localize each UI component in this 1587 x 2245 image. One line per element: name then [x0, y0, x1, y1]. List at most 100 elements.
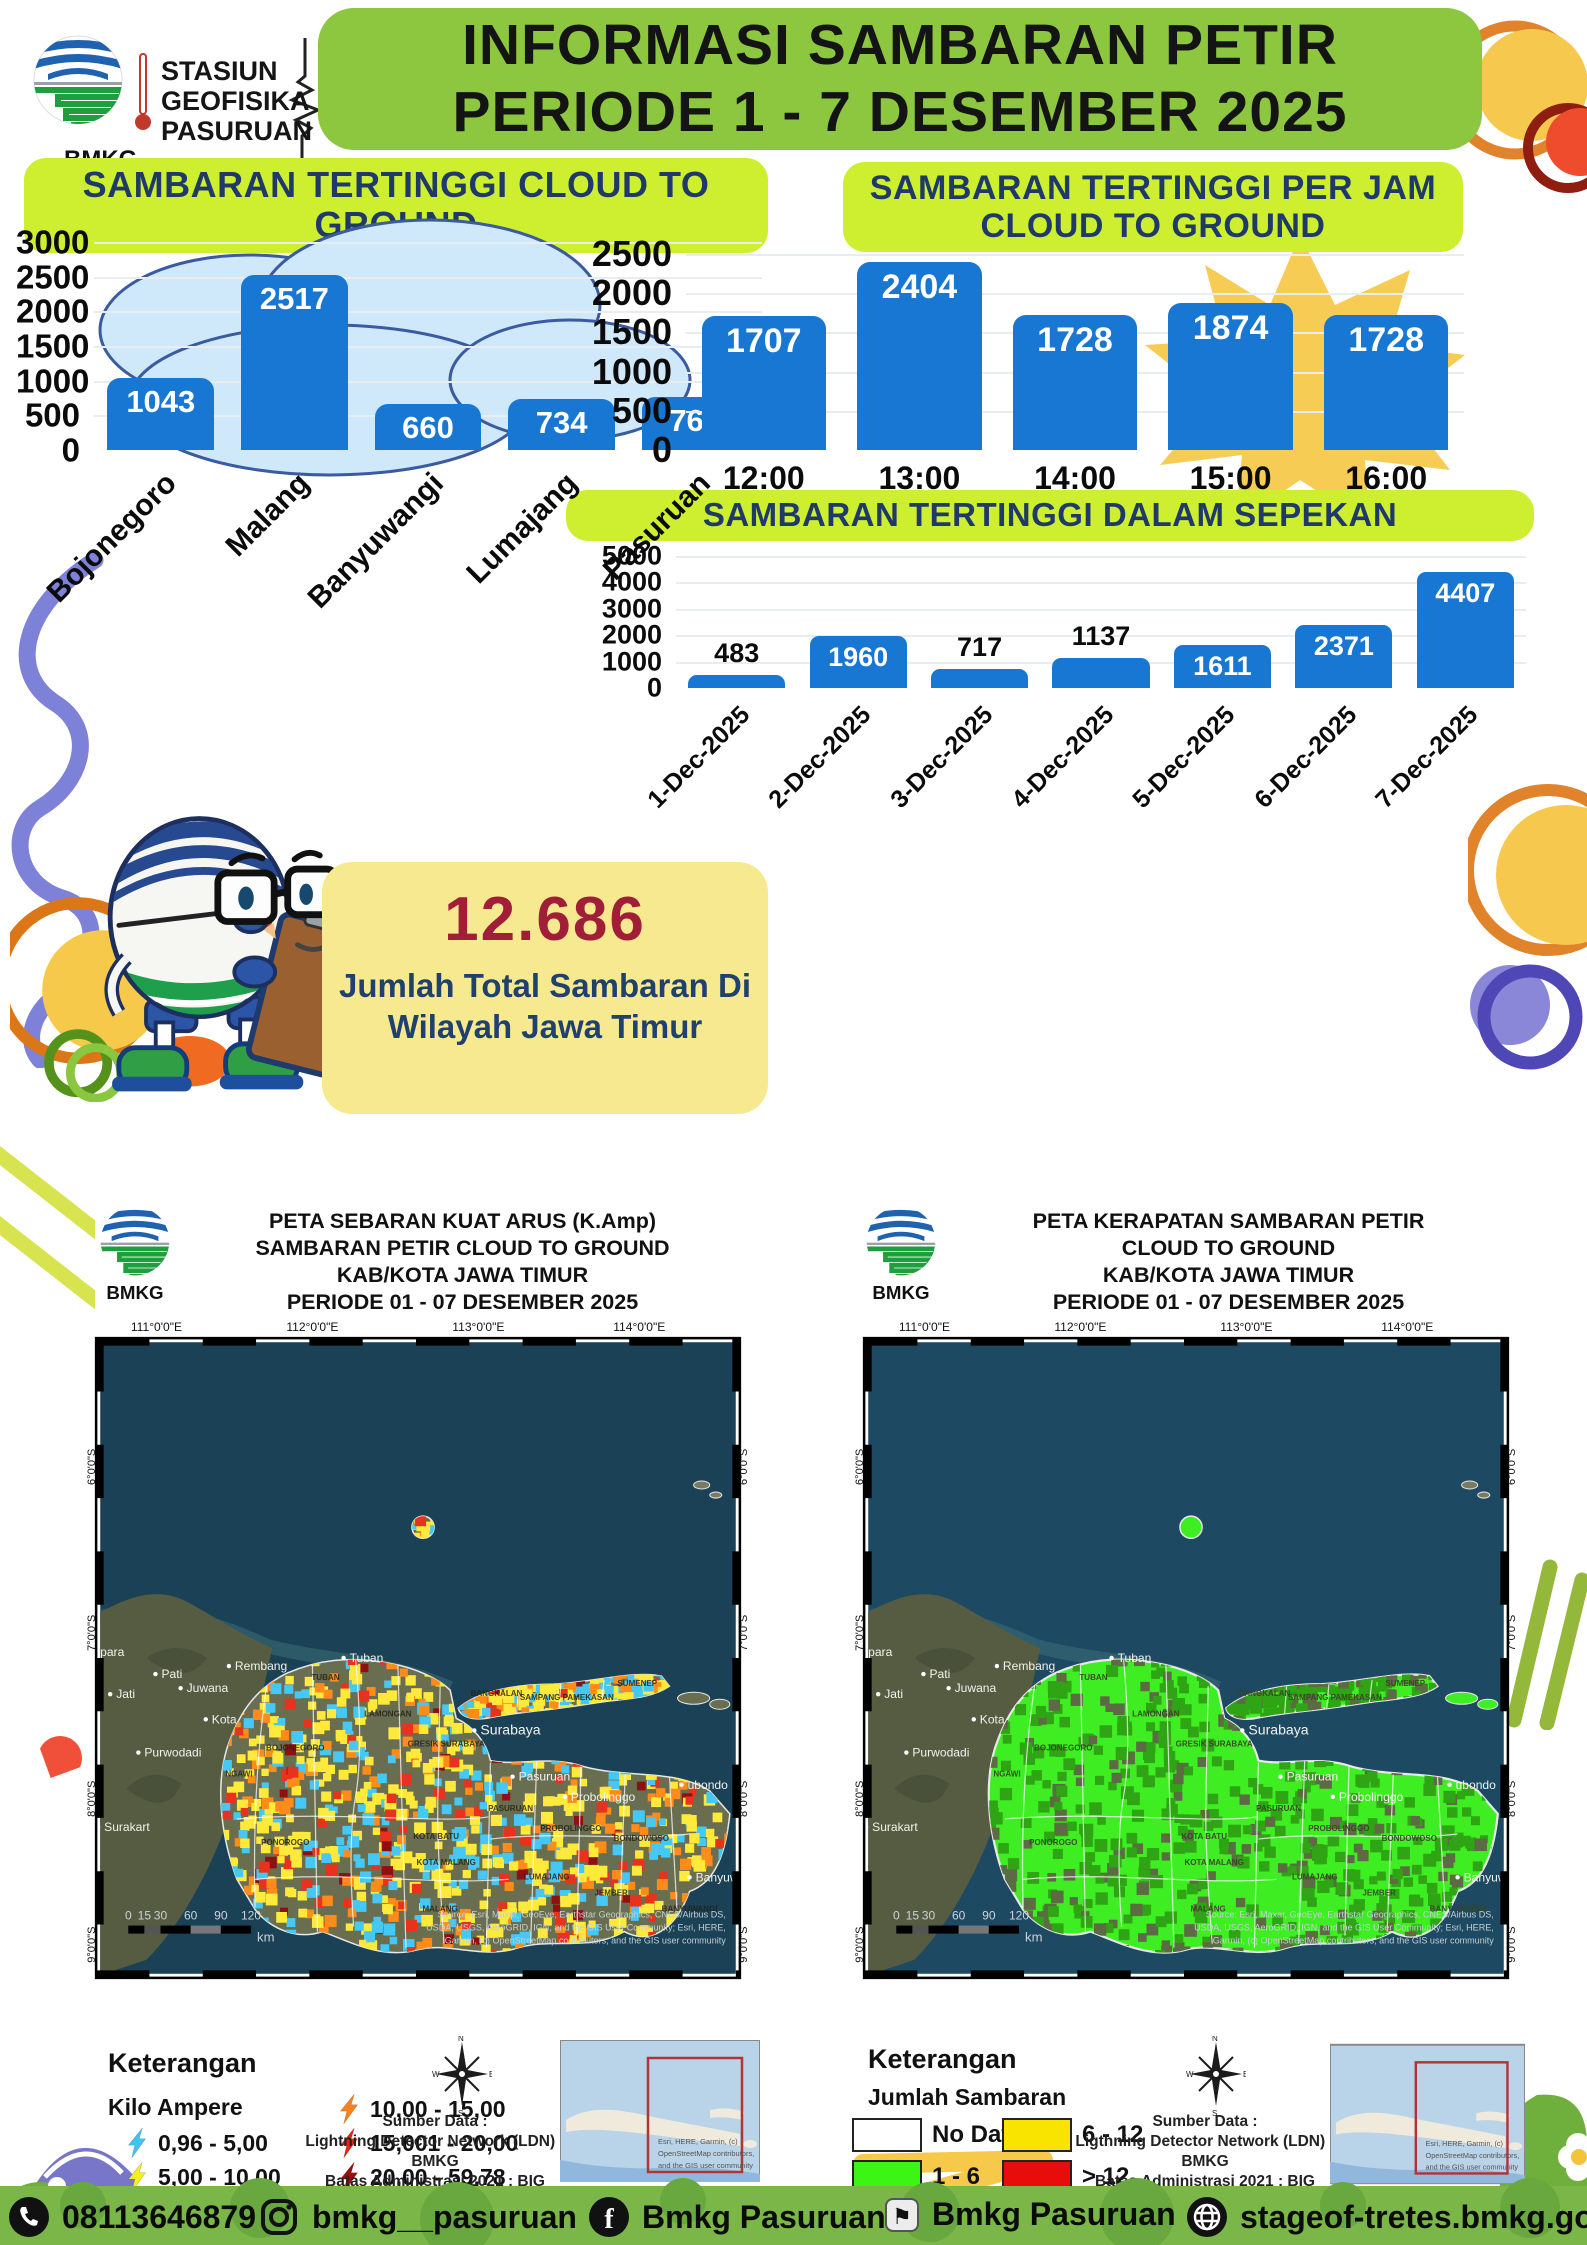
svg-text:60: 60 [952, 1909, 966, 1923]
decor-lime-stripes [0, 1140, 95, 1332]
footer-bush-decoration [420, 2182, 494, 2245]
gridline [94, 276, 762, 279]
y-axis-tick: 1000 [601, 646, 662, 677]
svg-text:JEMBER: JEMBER [1362, 1888, 1396, 1897]
svg-text:120: 120 [1009, 1909, 1029, 1923]
svg-text:BANGKALAN: BANGKALAN [471, 1689, 523, 1698]
legend-item-label: 10,00 - 15,00 [370, 2095, 506, 2122]
gridline [686, 254, 1464, 256]
instagram-icon[interactable] [258, 2196, 300, 2238]
svg-text:114°0'0"E: 114°0'0"E [1381, 1320, 1433, 1334]
facebook-page-icon[interactable]: ⚑ [884, 2197, 920, 2233]
map-current-strength: TUBAN BOJONEGORO LAMONGAN NGAWI BANGKALANSAM… [86, 1320, 750, 1980]
svg-text:BONDOWOSO: BONDOWOSO [1382, 1834, 1437, 1843]
svg-text:GRESIK SURABAYA: GRESIK SURABAYA [1176, 1740, 1253, 1749]
bar [1323, 314, 1449, 450]
svg-text:0: 0 [893, 1909, 900, 1923]
svg-text:USDA, USGS, AeroGRID, IGN, and: USDA, USGS, AeroGRID, IGN, and the GIS U… [426, 1923, 726, 1933]
flower-icon [1558, 2133, 1587, 2181]
svg-text:SUMENEP: SUMENEP [617, 1679, 657, 1688]
svg-text:LUMAJANG: LUMAJANG [524, 1872, 570, 1881]
svg-text:15: 15 [906, 1909, 920, 1923]
bar [931, 669, 1029, 688]
y-axis-tick: 2000 [601, 619, 662, 650]
facebook-icon[interactable]: f [588, 2196, 630, 2238]
map1-title: PETA SEBARAN KUAT ARUS (K.Amp) SAMBARAN P… [255, 1209, 670, 1314]
y-axis-tick: 1000 [16, 362, 90, 400]
footer-contact-instagram[interactable]: bmkg__pasuruan [258, 2196, 577, 2238]
x-axis-label: 15:00 [1189, 460, 1272, 496]
main-title-line2: PERIODE 1 - 7 DESEMBER 2025 [452, 80, 1348, 145]
svg-text:PASURUAN: PASURUAN [1256, 1804, 1301, 1813]
bar [1416, 571, 1514, 688]
gridline [676, 556, 1526, 558]
svg-text:Surabaya: Surabaya [480, 1721, 540, 1737]
y-axis-tick: 0 [646, 672, 662, 703]
footer-contact-facebook-page[interactable]: ⚑ Bmkg Pasuruan [884, 2196, 1176, 2233]
svg-text:0: 0 [125, 1909, 132, 1923]
svg-text:KOTA BATU: KOTA BATU [413, 1832, 459, 1841]
svg-text:90: 90 [214, 1909, 228, 1923]
footer-contact-text[interactable]: bmkg__pasuruan [312, 2198, 577, 2235]
svg-text:120: 120 [241, 1909, 261, 1923]
svg-text:Source: Esri, Maxar, GeoEye, E: Source: Esri, Maxar, GeoEye, Earthstar G… [1206, 1910, 1494, 1920]
bar [1052, 657, 1150, 688]
footer-contact-text[interactable]: 08113646879 [62, 2198, 256, 2235]
footer-bush-decoration [1320, 2182, 1366, 2228]
legend-item-label: 0,96 - 5,00 [158, 2129, 268, 2156]
bar-value-label: 660 [402, 410, 454, 446]
chart3-heading: SAMBARAN TERTINGGI DALAM SEPEKAN [566, 490, 1534, 541]
svg-text:7°0'0"S: 7°0'0"S [738, 1615, 750, 1651]
compass-icon [432, 2036, 492, 2116]
bar [688, 675, 786, 688]
footer-bush-decoration [60, 2182, 106, 2228]
bar [508, 399, 616, 450]
chart-hourly-strikes: 0 500 1000 1500 2000 2500 1707 12:00 2404 13:00 17… [588, 236, 1472, 499]
bar [1168, 303, 1293, 450]
svg-text:Kota: Kota [980, 1712, 1005, 1726]
svg-text:MALANG: MALANG [423, 1904, 458, 1913]
y-axis-tick: 4000 [601, 566, 662, 597]
bar [857, 261, 982, 450]
decor-green-strokes [1506, 1559, 1587, 1730]
y-axis-tick: 1500 [16, 327, 90, 365]
bar-value-label: 1043 [126, 383, 196, 419]
svg-text:OpenStreetMap contributors,: OpenStreetMap contributors, [658, 2149, 754, 2158]
y-axis-tick: 1000 [591, 350, 672, 392]
footer-contact-text[interactable]: Bmkg Pasuruan [932, 2196, 1176, 2232]
y-axis-tick: 500 [24, 396, 80, 434]
svg-text:8°0'0"S: 8°0'0"S [854, 1781, 866, 1817]
gridline [676, 608, 1526, 611]
footer-contact-whatsapp[interactable]: 08113646879 [8, 2196, 256, 2238]
svg-text:Surakart: Surakart [104, 1820, 150, 1834]
legend-item: 20,00 - 59,78 [338, 2162, 506, 2192]
svg-text:Juwana: Juwana [955, 1681, 997, 1695]
lightning-bolt-icon [127, 2162, 147, 2192]
footer-contact-globe[interactable]: stageof-tretes.bmkg.go.id [1186, 2196, 1587, 2238]
bar [240, 275, 348, 450]
svg-text:9°0'0"S: 9°0'0"S [854, 1927, 866, 1963]
svg-text:30: 30 [922, 1909, 936, 1923]
map-strike-density: TUBAN BOJONEGORO LAMONGAN NGAWI BANGKALANSAM… [854, 1320, 1518, 1980]
lightning-bolt-icon [339, 2128, 359, 2158]
y-axis-tick: 3000 [601, 593, 662, 624]
svg-text:Surabaya: Surabaya [1248, 1721, 1308, 1737]
svg-text:KOTA MALANG: KOTA MALANG [1184, 1858, 1243, 1867]
whatsapp-icon[interactable] [8, 2196, 50, 2238]
bar [1295, 625, 1393, 688]
globe-icon[interactable] [1186, 2196, 1228, 2238]
svg-text:6°0'0"S: 6°0'0"S [854, 1449, 866, 1485]
footer-contact-facebook[interactable]: f Bmkg Pasuruan [588, 2196, 886, 2238]
svg-text:114°0'0"E: 114°0'0"E [613, 1320, 665, 1334]
svg-text:9°0'0"S: 9°0'0"S [86, 1927, 98, 1963]
chart-weekly-strikes: 0 1000 2000 3000 4000 5000 483 1-Dec-2025 1960 2-… [590, 542, 1534, 814]
y-axis-tick: 2500 [591, 233, 672, 274]
compass-icon [1186, 2036, 1246, 2116]
footer-contact-text[interactable]: Bmkg Pasuruan [642, 2198, 886, 2235]
y-axis-tick: 1500 [591, 311, 672, 353]
legend-right-subheading: Jumlah Sambaran [868, 2084, 1067, 2110]
legend-item: > 12 [1002, 2160, 1129, 2194]
svg-text:60: 60 [184, 1909, 198, 1923]
footer-contact-text[interactable]: stageof-tretes.bmkg.go.id [1240, 2198, 1587, 2235]
gridline [686, 293, 1464, 296]
